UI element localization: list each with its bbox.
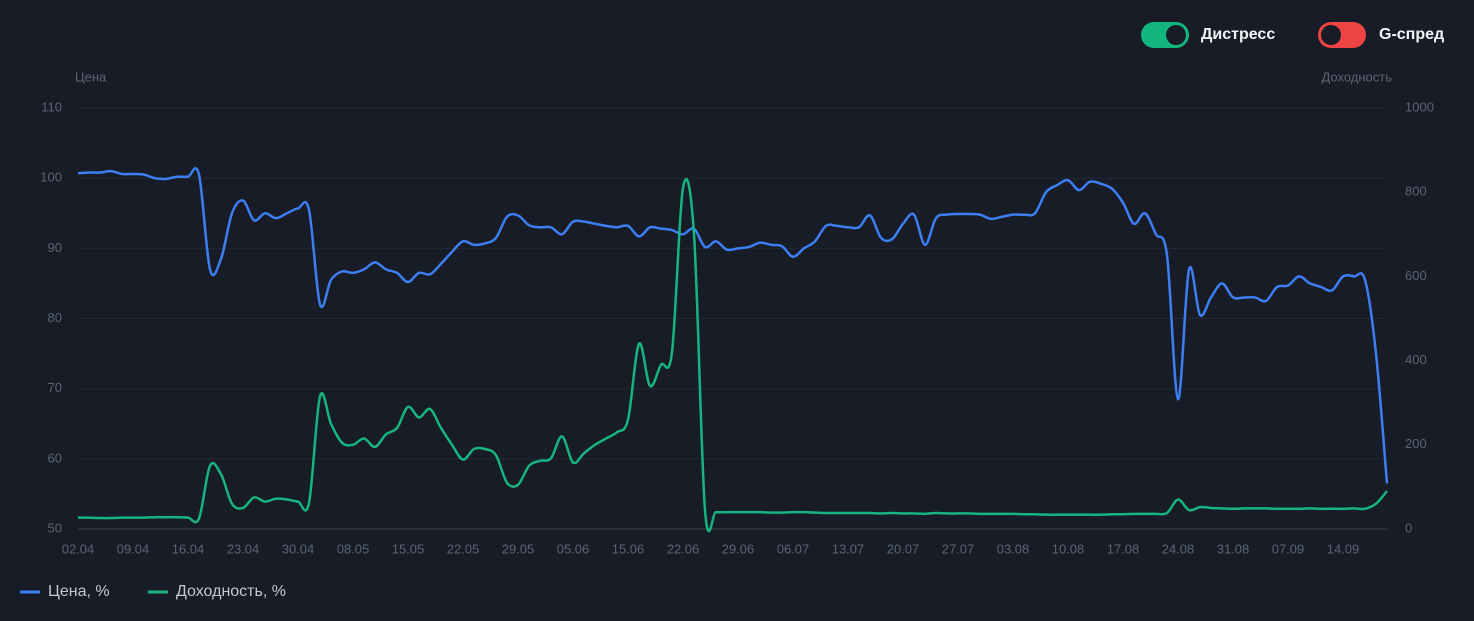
y2-tick-label: 400: [1405, 352, 1427, 367]
x-tick-label: 16.04: [172, 541, 205, 556]
toggle-label: G-спред: [1379, 26, 1444, 43]
x-tick-label: 15.05: [392, 541, 425, 556]
x-tick-label: 02.04: [62, 541, 95, 556]
x-tick-label: 30.04: [282, 541, 315, 556]
x-tick-label: 27.07: [942, 541, 975, 556]
y-tick-label: 80: [48, 310, 62, 325]
x-tick-label: 03.08: [997, 541, 1030, 556]
toggle-knob: [1321, 25, 1341, 45]
x-tick-label: 31.08: [1217, 541, 1250, 556]
x-tick-label: 22.05: [447, 541, 480, 556]
y2-tick-label: 600: [1405, 268, 1427, 283]
y-tick-label: 90: [48, 240, 62, 255]
series-line: [77, 177, 1388, 533]
toggle-label: Дистресс: [1201, 26, 1275, 43]
x-tick-label: 29.06: [722, 541, 755, 556]
toggle-distress[interactable]: Дистресс: [1141, 22, 1275, 48]
x-tick-label: 06.07: [777, 541, 810, 556]
y2-tick-label: 800: [1405, 184, 1427, 199]
y-axis-title: Цена: [75, 69, 107, 84]
y-tick-label: 50: [48, 520, 62, 535]
y2-tick-label: 0: [1405, 520, 1412, 535]
x-tick-label: 07.09: [1272, 541, 1305, 556]
x-tick-label: 24.08: [1162, 541, 1195, 556]
legend-label: Доходность, %: [176, 583, 286, 600]
x-tick-label: 17.08: [1107, 541, 1140, 556]
y-tick-label: 60: [48, 450, 62, 465]
y-tick-label: 70: [48, 380, 62, 395]
x-tick-label: 10.08: [1052, 541, 1085, 556]
x-tick-label: 20.07: [887, 541, 920, 556]
toggle-knob: [1166, 25, 1186, 45]
legend-label: Цена, %: [48, 583, 110, 600]
x-tick-label: 13.07: [832, 541, 865, 556]
y-tick-label: 100: [40, 170, 62, 185]
x-tick-label: 23.04: [227, 541, 260, 556]
y2-axis-title: Доходность: [1321, 69, 1392, 84]
x-tick-label: 05.06: [557, 541, 590, 556]
y2-tick-label: 1000: [1405, 99, 1434, 114]
x-tick-label: 22.06: [667, 541, 700, 556]
y2-tick-label: 200: [1405, 436, 1427, 451]
x-tick-label: 14.09: [1327, 541, 1360, 556]
x-tick-label: 15.06: [612, 541, 645, 556]
x-tick-label: 08.05: [337, 541, 370, 556]
y-tick-label: 110: [41, 99, 62, 114]
x-tick-label: 29.05: [502, 541, 535, 556]
x-tick-label: 09.04: [117, 541, 150, 556]
series-line: [77, 167, 1389, 484]
toggle-gspread[interactable]: G-спред: [1318, 22, 1444, 48]
